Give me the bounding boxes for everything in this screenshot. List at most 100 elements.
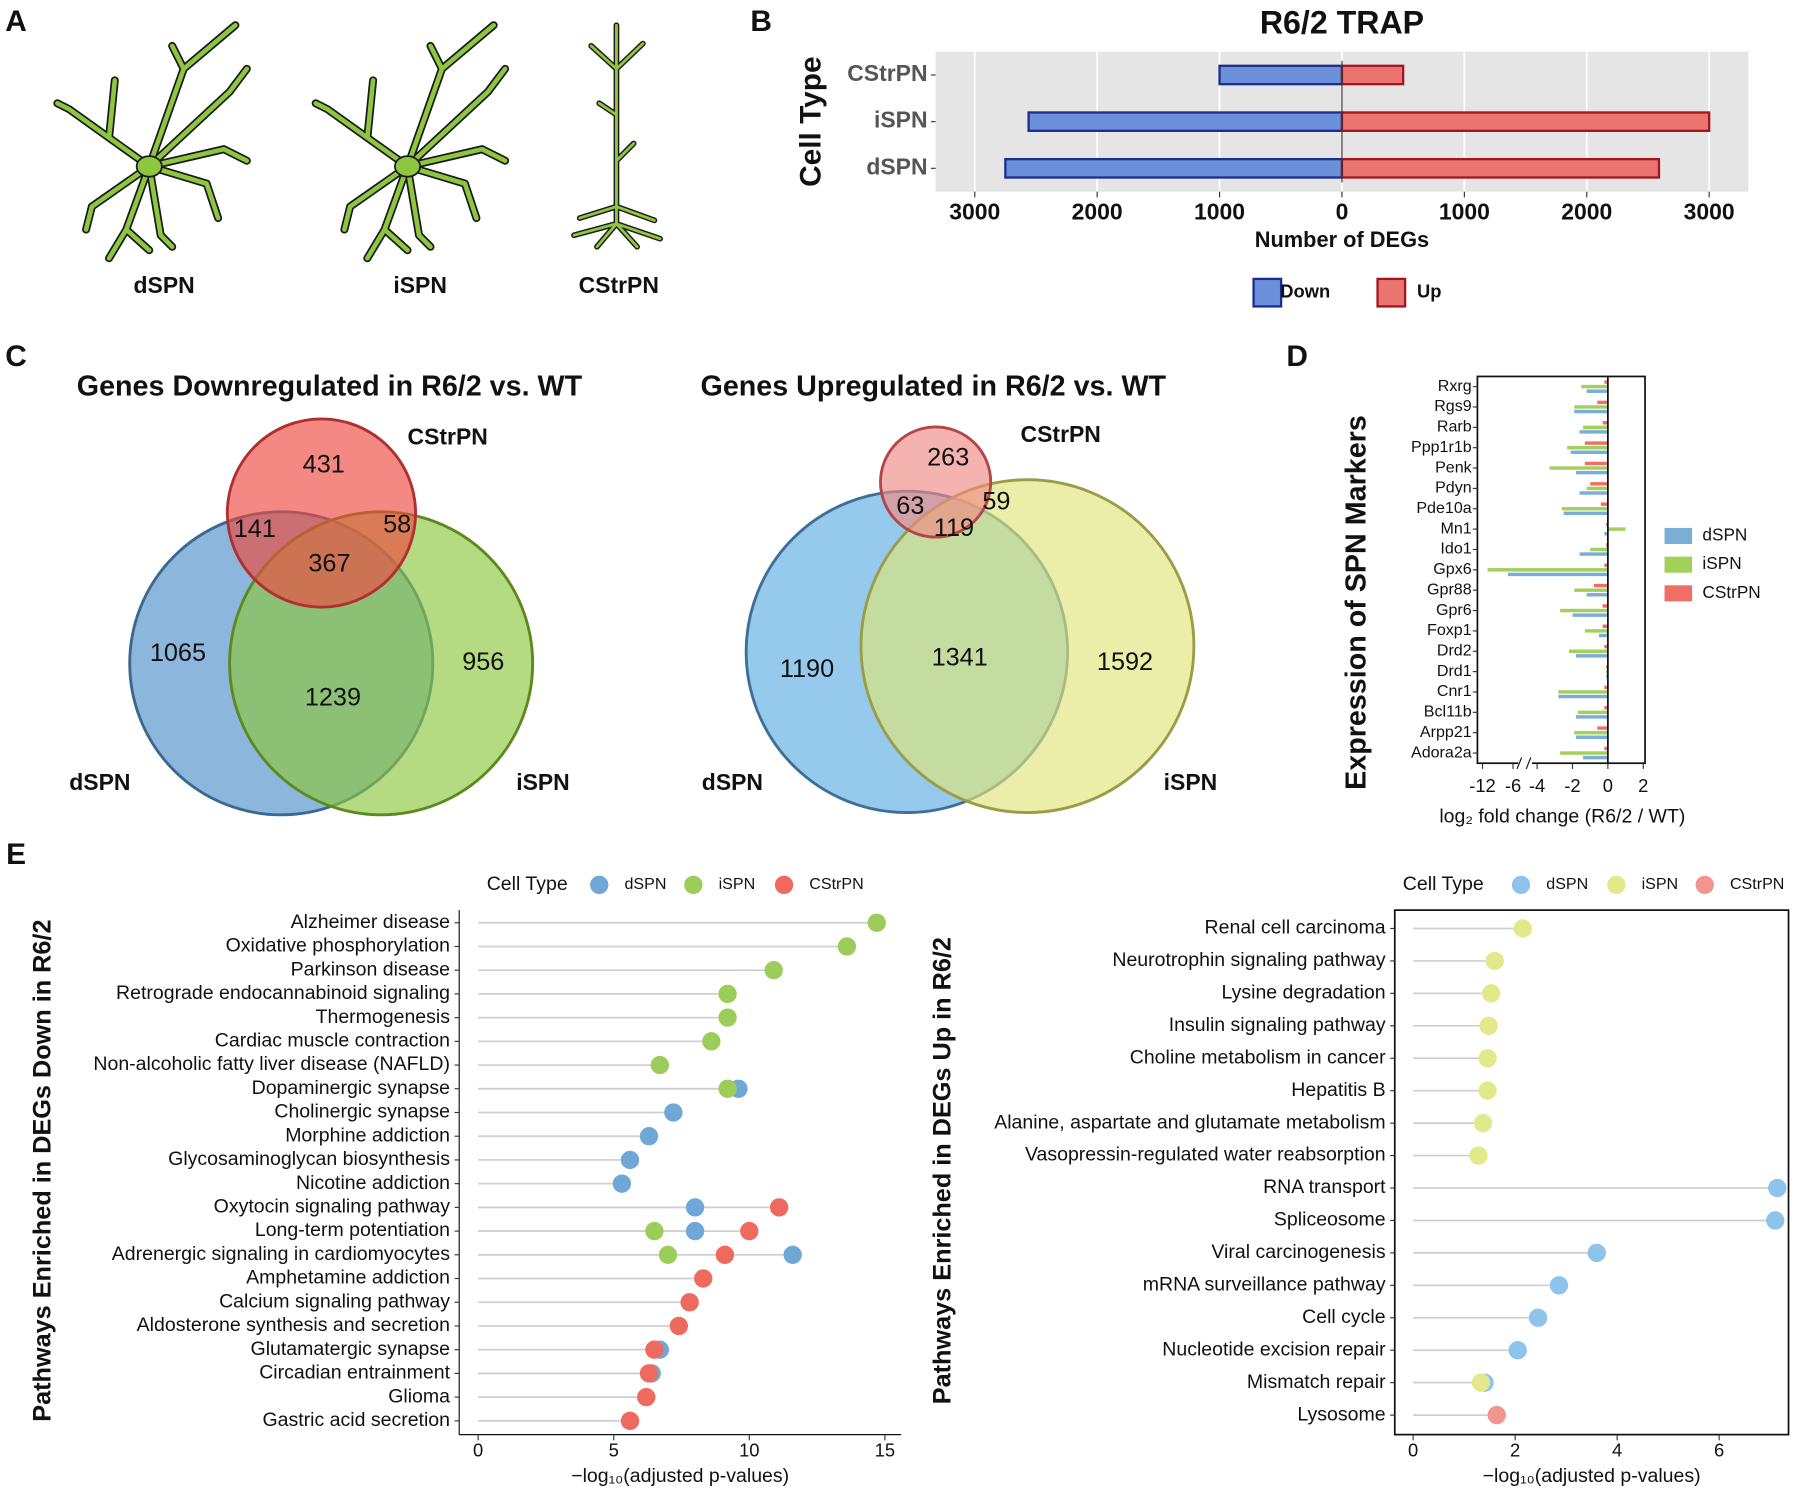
panel-label: C (5, 340, 27, 373)
y-tick-label: Vasopressin-regulated water reabsorption (1025, 1144, 1386, 1166)
y-tick-label: Cholinergic synapse (274, 1101, 450, 1123)
legend-label: CStrPN (1702, 582, 1760, 602)
bar (1584, 441, 1608, 445)
bar (1576, 715, 1608, 719)
bar (1340, 64, 1405, 86)
neuron-label: CStrPN (579, 272, 659, 298)
bar (1487, 568, 1608, 572)
lollipop-dot (715, 1245, 735, 1264)
lollipop-dot (783, 1245, 802, 1264)
lollipop-dot (1478, 1049, 1497, 1068)
y-tick-label: dSPN (866, 153, 927, 179)
y-tick-label: Gpr88 (1427, 580, 1472, 598)
bar (1570, 450, 1608, 455)
lollipop-dot (637, 1387, 656, 1407)
bar (1576, 470, 1608, 475)
lollipop-dot (1487, 1405, 1506, 1425)
legend-swatch (1252, 277, 1283, 308)
bar (1600, 502, 1608, 506)
bar (1561, 507, 1608, 511)
chart-title: R6/2 TRAP (1260, 5, 1424, 41)
y-tick-label: iSPN (874, 107, 928, 133)
y-tick-label: Ppp1r1b (1411, 438, 1472, 456)
y-tick-label: Choline metabolism in cancer (1130, 1046, 1386, 1068)
bar (1579, 491, 1608, 495)
bar (1606, 669, 1608, 674)
lollipop-dot (867, 913, 886, 932)
bar (1584, 461, 1608, 466)
x-tick-label: -2 (1564, 775, 1580, 796)
y-tick-label: Gpr6 (1436, 601, 1472, 619)
bar (1586, 389, 1608, 393)
bar (1576, 654, 1608, 658)
bar (1574, 588, 1608, 592)
y-axis-label: Expression of SPN Markers (1341, 415, 1373, 790)
x-tick-label: 0 (1408, 1440, 1418, 1461)
y-tick-label: Oxytocin signaling pathway (214, 1196, 451, 1218)
y-tick-label: Foxp1 (1427, 621, 1472, 639)
bar (1604, 706, 1608, 710)
region-count: 141 (234, 515, 276, 543)
y-tick-label: Hepatitis B (1291, 1079, 1385, 1101)
legend-swatch (774, 875, 794, 895)
y-tick-label: Renal cell carcinoma (1205, 917, 1386, 939)
y-tick-label: Rgs9 (1434, 397, 1472, 415)
x-tick-label: 10 (739, 1440, 759, 1461)
lollipop-dot (639, 1127, 659, 1146)
region-count: 63 (896, 492, 924, 520)
y-tick-label: Glycosaminoglycan biosynthesis (168, 1148, 450, 1170)
bar (1606, 674, 1608, 678)
lollipop-dot (769, 1198, 789, 1217)
y-tick-label: Cardiac muscle contraction (215, 1029, 450, 1051)
lollipop-dot (645, 1221, 664, 1241)
neuron-drawings (53, 25, 663, 258)
bar (1560, 751, 1608, 755)
legend-swatch (1664, 585, 1693, 602)
y-tick-label: Cell cycle (1302, 1306, 1385, 1328)
plot-frame (1393, 909, 1790, 1436)
region-count: 59 (982, 487, 1010, 515)
bar (1586, 486, 1608, 491)
lollipop-dot (1587, 1243, 1606, 1263)
legend-swatch (590, 875, 609, 895)
set-label: iSPN (516, 769, 570, 795)
y-tick-label: Pde10a (1416, 499, 1471, 517)
x-tick-label: 0 (1336, 199, 1349, 225)
region-count: 263 (927, 444, 969, 472)
bar (1607, 527, 1626, 531)
y-tick-label: Lysosome (1297, 1403, 1385, 1425)
lollipop-dot (1473, 1113, 1493, 1133)
x-tick-label: 15 (875, 1440, 895, 1461)
y-tick-label: Bcl11b (1424, 703, 1472, 721)
lollipop-dot (764, 961, 783, 980)
x-tick-label: 4 (1612, 1440, 1622, 1461)
bar (1602, 421, 1608, 425)
bar (1574, 409, 1608, 414)
bar (1604, 531, 1608, 536)
lollipop-dot (1479, 1016, 1498, 1035)
chart-title: Genes Downregulated in R6/2 vs. WT (77, 371, 583, 403)
y-tick-label: Viral carcinogenesis (1211, 1241, 1385, 1263)
lollipop-dot (740, 1221, 759, 1241)
y-tick-label: Parkinson disease (291, 958, 450, 980)
y-tick-label: Adora2a (1411, 743, 1472, 761)
bar (1581, 384, 1608, 389)
axis-break (1518, 759, 1532, 769)
y-tick-label: Drd2 (1437, 642, 1472, 660)
bar (1560, 608, 1608, 613)
panel-label: D (1286, 340, 1308, 373)
y-tick-label: Adrenergic signaling in cardiomyocytes (112, 1243, 450, 1265)
y-tick-label: Calcium signaling pathway (219, 1290, 450, 1312)
legend-title: Cell Type (487, 873, 568, 895)
y-tick-label: Penk (1435, 458, 1473, 476)
bar (1586, 593, 1608, 597)
set-label: CStrPN (408, 423, 488, 449)
region-count: 1065 (150, 639, 206, 667)
bar (1606, 522, 1608, 527)
x-tick-label: 5 (609, 1440, 619, 1461)
lollipop-dot (1508, 1341, 1527, 1360)
x-tick-label: 3000 (949, 199, 1000, 225)
lollipop-dot (1549, 1276, 1569, 1295)
bar (1590, 547, 1608, 552)
